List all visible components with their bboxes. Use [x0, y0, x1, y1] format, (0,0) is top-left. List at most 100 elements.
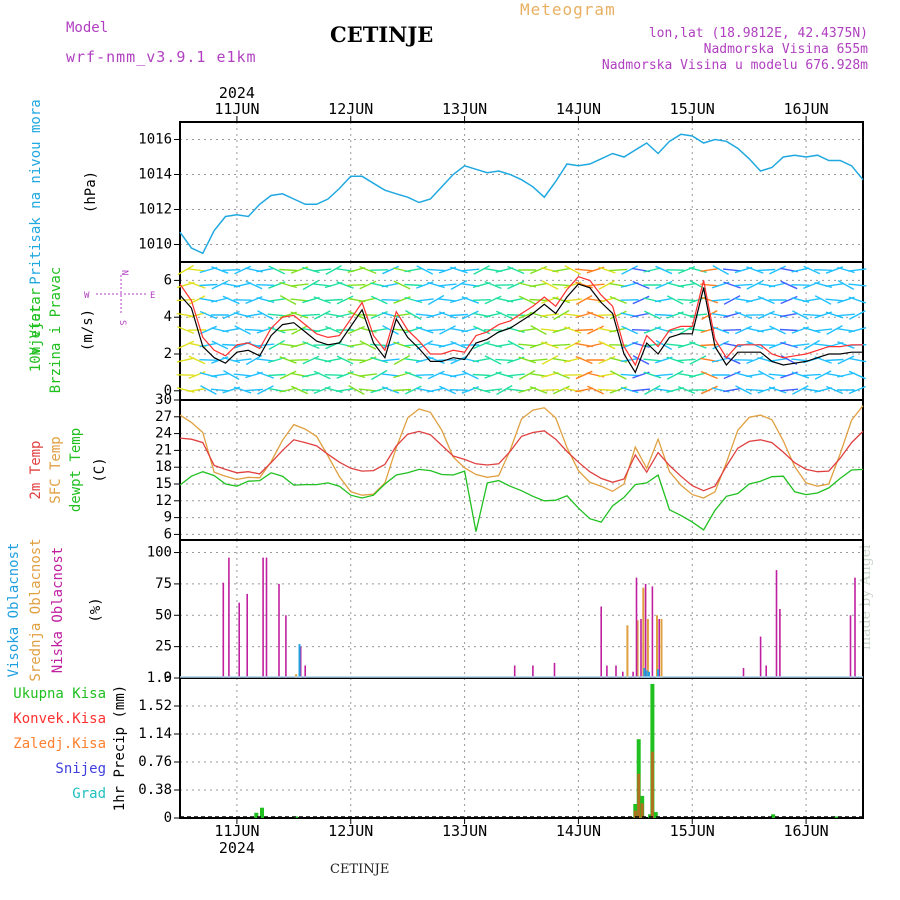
wind-arrow: [381, 299, 400, 301]
wind-arrow: [677, 282, 696, 288]
wind-arrow: [779, 388, 799, 392]
wind-arrow: [358, 297, 377, 303]
wind-arrow: [825, 311, 844, 319]
wind-arrow: [541, 341, 559, 349]
wind-arrow: [267, 298, 286, 302]
wind-arrow: [313, 310, 331, 320]
wind-arrow: [643, 371, 662, 379]
wind-arrow: [404, 267, 423, 273]
wind-arrow: [757, 295, 775, 305]
wind-arrow: [450, 355, 468, 365]
wind-arrow: [382, 265, 400, 275]
wind-arrow: [779, 328, 799, 332]
cloud-mid-bar: [636, 620, 639, 678]
wind-units-label: (m/s): [80, 309, 96, 351]
y-tick-label: 12: [155, 493, 172, 509]
wind-axis-label-b: Brzina i Pravac: [48, 267, 64, 393]
wind-arrow: [620, 357, 639, 363]
wind-arrow: [552, 267, 571, 273]
wind-arrow: [768, 373, 787, 377]
wind-arrow: [461, 370, 479, 380]
wind-arrow: [484, 295, 502, 305]
wind-arrow: [335, 388, 355, 392]
wind-arrow: [495, 371, 514, 379]
wind-arrow: [632, 295, 650, 305]
wind-arrow: [848, 370, 866, 380]
wind-arrow: [200, 385, 217, 395]
wind-arrow: [449, 372, 468, 378]
wind-arrow: [302, 355, 320, 365]
wind-arrow: [347, 284, 366, 286]
wind-arrow: [825, 358, 844, 362]
wind-arrow: [688, 328, 707, 332]
footer-city: CETINJE: [330, 862, 390, 877]
wind-arrow: [541, 280, 559, 290]
cloud-high-bar: [657, 669, 660, 678]
wind-arrow: [507, 340, 525, 350]
wind-arrow: [484, 312, 502, 318]
model-run-label: wrf-nmm_v3.9.1 e1km: [66, 48, 257, 66]
wind-arrow: [223, 369, 240, 381]
wind-arrow: [689, 372, 707, 378]
wind-arrow: [199, 372, 218, 378]
wind-arrow: [176, 298, 195, 302]
wind-arrow: [598, 340, 616, 350]
wind-arrow: [791, 267, 810, 273]
cloud-low-bar: [600, 606, 602, 678]
wind-arrow: [427, 355, 445, 365]
wind-arrow: [654, 297, 673, 303]
wind-arrow: [188, 312, 206, 318]
cloud-low-bar: [632, 671, 634, 678]
wind-arrow: [233, 373, 252, 377]
wind-arrow: [416, 340, 434, 350]
precip-total-bar: [771, 814, 776, 818]
wind-arrow: [654, 326, 673, 334]
wind-arrow: [723, 268, 742, 272]
wind-arrow: [802, 373, 821, 377]
wind-arrow: [415, 313, 434, 317]
wind-arrow: [484, 355, 502, 365]
wind-arrow: [563, 313, 582, 317]
wind-arrow: [484, 280, 502, 290]
cloud-mid-bar: [626, 625, 629, 678]
wind-arrow: [439, 325, 456, 335]
wind-arrow: [336, 312, 354, 318]
wind-arrow: [609, 310, 627, 320]
wind-arrow: [177, 340, 195, 350]
wind-arrow: [404, 296, 423, 304]
wind-speed-series-line: [179, 283, 863, 374]
wind-arrow: [666, 343, 685, 347]
cloud-low-bar: [606, 665, 608, 678]
cloud-low-bar: [262, 557, 264, 678]
wind-arrow: [222, 269, 241, 271]
wind-arrow: [598, 280, 616, 290]
dewpt-series-line: [179, 468, 864, 532]
wind-arrow: [791, 371, 810, 379]
cloud-mid-bar: [295, 674, 298, 678]
wind-arrow: [848, 296, 867, 304]
wind-arrow: [712, 264, 729, 276]
wind-arrow: [848, 327, 867, 333]
wind-arrow: [279, 268, 298, 272]
cloud-units-label: (%): [88, 597, 104, 622]
wind-arrow: [199, 283, 218, 287]
wind-arrow: [654, 373, 673, 377]
wind-arrow: [324, 387, 343, 393]
wind-arrow: [199, 310, 217, 320]
wind-arrow: [302, 279, 320, 291]
wind-arrow: [256, 297, 275, 303]
wind-arrow: [233, 358, 252, 362]
wind-arrow: [768, 386, 787, 394]
wind-arrow: [597, 388, 616, 392]
wind-arrow: [644, 384, 661, 396]
wind-arrow: [381, 373, 400, 377]
precip-legend-item: Grad: [72, 786, 106, 802]
wind-arrow: [553, 309, 570, 321]
wind-arrow: [711, 357, 730, 363]
wind-arrow: [381, 312, 400, 318]
wind-arrow: [586, 311, 605, 319]
wind-arrow: [256, 371, 275, 379]
wind-arrow: [291, 385, 308, 395]
wind-arrow: [780, 341, 798, 349]
wind-arrow: [803, 265, 821, 275]
